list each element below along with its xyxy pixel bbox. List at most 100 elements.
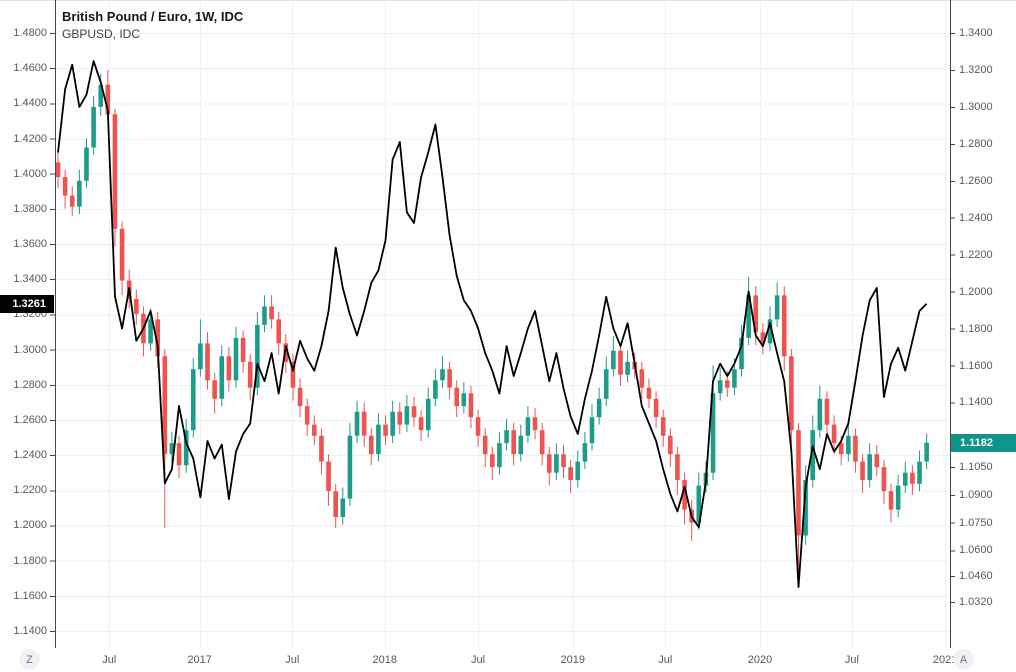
candle-body: [846, 435, 851, 455]
candle-body: [440, 369, 445, 381]
candle-body: [212, 380, 217, 399]
candle-body: [62, 177, 68, 196]
candle-body: [490, 454, 495, 468]
legend-overlay-title[interactable]: GBPUSD, IDC: [62, 27, 141, 41]
candle-body: [724, 380, 730, 388]
right-axis-tick-label: 1.1600: [959, 359, 993, 372]
right-axis-tick-label: 1.2600: [959, 174, 993, 187]
candle-body: [198, 343, 203, 370]
axis-settings-hint-button[interactable]: A: [953, 649, 974, 670]
left-axis-tick-label: 1.1400: [13, 625, 47, 637]
candle-body: [732, 369, 737, 388]
candle-body: [682, 480, 687, 510]
candle-body: [504, 430, 509, 444]
right-axis-tick-label: 1.1800: [959, 322, 993, 335]
candle-body: [767, 319, 773, 344]
candle-body: [297, 387, 303, 407]
candle-body: [368, 435, 374, 455]
candle-body: [831, 424, 837, 444]
candle-body: [625, 361, 630, 375]
legend-symbol-title[interactable]: British Pound / Euro, 1W, IDC: [62, 9, 244, 24]
left-axis-tick-label: 1.2600: [13, 413, 47, 426]
time-axis-tick-label: Jul: [844, 654, 859, 666]
candle-body: [84, 147, 89, 181]
left-axis-tick-label: 1.3400: [13, 273, 47, 286]
right-axis-tick-label: 1.3000: [959, 100, 993, 113]
right-axis-tick-label: 1.2000: [959, 285, 993, 298]
candle-body: [205, 343, 210, 381]
time-axis-tick-label: Jul: [471, 654, 486, 666]
right-axis-tick-label: 1.1050: [959, 461, 993, 474]
candle-body: [838, 443, 844, 455]
candle-body: [717, 380, 723, 394]
candle-body: [618, 350, 623, 375]
left-axis-tick-label: 1.4800: [13, 27, 47, 39]
right-axis-tick-label: 1.2400: [959, 211, 993, 224]
left-axis-tick-label: 1.4600: [13, 62, 47, 75]
candle-body: [354, 411, 360, 436]
candle-body: [924, 442, 929, 462]
candle-body: [105, 84, 111, 115]
candle-body: [361, 411, 367, 436]
candle-body: [532, 417, 538, 431]
candle-body: [183, 430, 189, 466]
time-axis-tick-label: 2019: [560, 654, 585, 666]
candle-body: [860, 461, 865, 481]
candle-body: [162, 356, 168, 455]
candle-body: [77, 180, 82, 207]
candle-body: [810, 430, 816, 481]
candle-body: [575, 461, 581, 481]
candle-body: [376, 424, 381, 455]
candle-body: [433, 380, 438, 399]
candle-body: [383, 424, 388, 436]
left-axis-tick-label: 1.4200: [13, 132, 47, 145]
candle-body: [404, 406, 410, 425]
candle-body: [98, 84, 104, 107]
time-axis-tick-label: 2017: [187, 654, 212, 666]
candle-body: [326, 461, 331, 492]
right-price-axis[interactable]: 1.3400 1.3200 1.3000 1.2800 1.2600 1.2400 1.22…: [950, 0, 1016, 648]
candle-body: [247, 361, 253, 388]
candle-body: [774, 295, 780, 320]
candle-body: [148, 319, 153, 344]
legend: British Pound / Euro, 1W, IDC GBPUSD, ID…: [62, 8, 243, 43]
candle-body: [390, 411, 395, 436]
right-axis-tick-label: 1.1400: [959, 396, 993, 409]
candle-body: [895, 485, 901, 510]
candle-body: [190, 369, 196, 431]
candle-body: [746, 295, 751, 338]
time-axis-tick-label: Jul: [102, 654, 117, 666]
left-axis-tick-label: 1.3800: [13, 202, 47, 215]
candle-body: [603, 369, 609, 399]
candle-body: [454, 387, 460, 407]
candle-body: [418, 417, 424, 431]
candle-body: [269, 306, 274, 320]
candle-body: [881, 467, 887, 492]
candle-body: [226, 356, 232, 381]
left-price-axis[interactable]: 1.4800 1.4600 1.4400 1.4200 1.4000 1.3800 1.36…: [0, 0, 55, 648]
candle-body: [796, 430, 801, 536]
candle-body: [397, 411, 403, 425]
candle-body: [561, 454, 566, 468]
candle-body: [276, 319, 282, 344]
left-axis-tick-label: 1.1800: [13, 554, 47, 567]
candle-body: [319, 435, 324, 462]
last-price-label-gbpusd: 1.3261: [0, 294, 54, 313]
candle-body: [447, 369, 452, 388]
candle-body: [596, 398, 602, 418]
zoom-hint-button[interactable]: Z: [19, 649, 40, 670]
candle-body: [169, 443, 175, 455]
right-axis-tick-label: 1.0600: [959, 544, 993, 557]
candle-body: [888, 491, 894, 510]
candle-body: [119, 228, 125, 281]
left-axis-tick-label: 1.4000: [13, 167, 47, 180]
candle-body: [112, 114, 118, 229]
candle-body: [134, 299, 139, 314]
time-axis-tick-label: 2021: [932, 654, 958, 666]
time-axis[interactable]: Jul 2017 Jul 2018 Jul 2019 Jul 2020 Jul 2021: [0, 648, 1016, 672]
candle-body: [668, 435, 673, 455]
candle-body: [425, 398, 431, 431]
candle-body: [411, 406, 417, 418]
